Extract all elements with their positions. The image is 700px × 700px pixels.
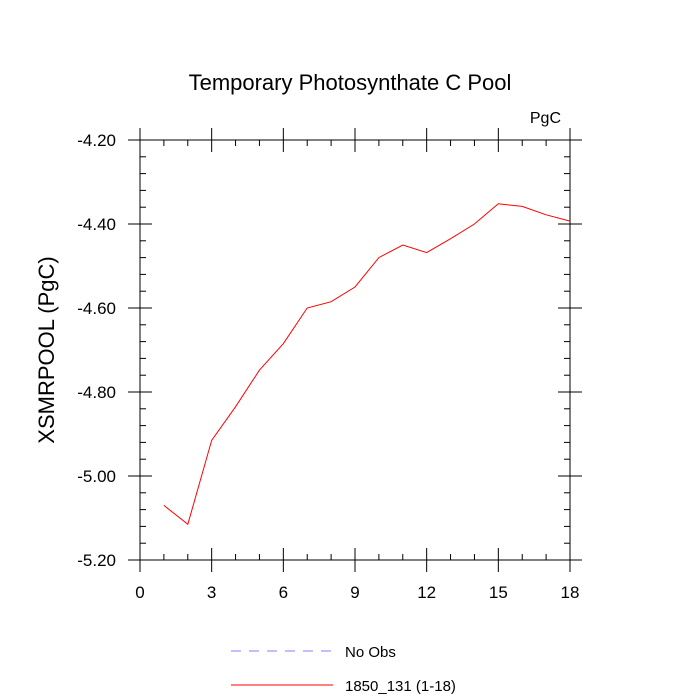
axis-tick-labels: 0 3 6 9 12 15 18 -4.20 -4.40 -4.60 -4.80 -5.00 -5.20 <box>77 131 579 602</box>
y-tick-label: -4.20 <box>77 131 116 150</box>
y-tick-label: -4.60 <box>77 299 116 318</box>
x-tick-label: 9 <box>350 583 359 602</box>
axis-ticks <box>128 128 582 572</box>
legend: No Obs 1850_131 (1-18) <box>231 644 456 695</box>
series-line <box>163 203 571 526</box>
y-tick-label: -4.40 <box>77 215 116 234</box>
legend-label: No Obs <box>345 644 396 661</box>
x-tick-label: 15 <box>489 583 508 602</box>
legend-label: 1850_131 (1-18) <box>345 678 456 695</box>
units-label: PgC <box>530 110 561 127</box>
x-tick-label: 6 <box>279 583 288 602</box>
y-tick-label: -4.80 <box>77 383 116 402</box>
y-tick-label: -5.00 <box>77 467 116 486</box>
plot-frame <box>139 139 571 561</box>
x-tick-label: 3 <box>207 583 216 602</box>
x-tick-label: 12 <box>417 583 436 602</box>
x-tick-label: 18 <box>561 583 580 602</box>
x-tick-label: 0 <box>135 583 144 602</box>
chart-title: Temporary Photosynthate C Pool <box>189 70 512 95</box>
series-layer <box>163 203 571 526</box>
y-axis-label: XSMRPOOL (PgC) <box>34 256 59 443</box>
y-tick-label: -5.20 <box>77 551 116 570</box>
